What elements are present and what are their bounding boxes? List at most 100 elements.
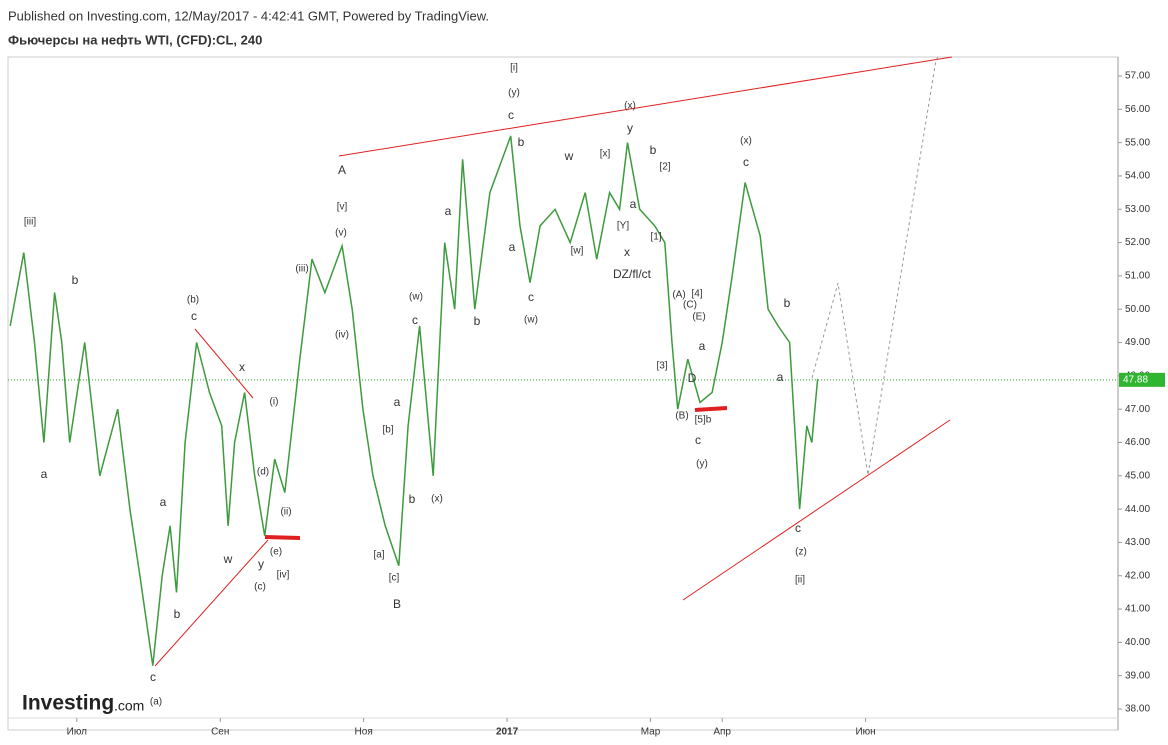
y-tick-label: 57.00 xyxy=(1125,71,1150,82)
wave-label: c xyxy=(508,108,514,122)
wave-label: DZ/fl/ct xyxy=(613,267,652,281)
wave-label: [ii] xyxy=(795,575,805,586)
wave-label: A xyxy=(338,163,346,177)
wave-label: b xyxy=(72,273,79,287)
level-mark xyxy=(694,406,728,412)
y-tick-label: 49.00 xyxy=(1125,337,1150,348)
wave-label: w xyxy=(564,149,574,163)
wave-label: b xyxy=(650,143,657,157)
wave-label: c xyxy=(695,433,701,447)
projection xyxy=(811,56,939,476)
wave-label: (z) xyxy=(795,547,807,558)
wave-label: [a] xyxy=(373,550,384,561)
wave-label: (iv) xyxy=(335,330,349,341)
y-tick-label: 54.00 xyxy=(1125,171,1150,182)
y-tick-label: 56.00 xyxy=(1125,104,1150,115)
trend-line xyxy=(194,328,254,399)
wave-label: (x) xyxy=(624,101,636,112)
wave-label: b xyxy=(518,135,525,149)
price-line xyxy=(9,135,819,666)
y-tick-label: 39.00 xyxy=(1125,670,1150,681)
wave-label: [3] xyxy=(656,361,667,372)
wave-label: B xyxy=(393,597,401,611)
wave-label: b xyxy=(174,607,181,621)
wave-label: a xyxy=(509,240,516,254)
y-tick-label: 51.00 xyxy=(1125,271,1150,282)
y-tick-label: 44.00 xyxy=(1125,504,1150,515)
wave-label: (iii) xyxy=(295,264,308,275)
last-price-box xyxy=(1119,372,1165,387)
y-tick-label: 38.00 xyxy=(1125,704,1150,715)
wave-label: c xyxy=(412,313,418,327)
wave-label: (x) xyxy=(431,494,443,505)
wave-label: [iv] xyxy=(277,570,290,581)
wave-label: (e) xyxy=(270,547,282,558)
x-tick-label: 2017 xyxy=(496,727,519,738)
y-tick-label: 42.00 xyxy=(1125,570,1150,581)
wave-label: [w] xyxy=(571,246,584,257)
trend-lines xyxy=(154,56,953,667)
wave-label: (d) xyxy=(257,467,269,478)
wave-label: a xyxy=(699,339,706,353)
y-tick-label: 47.00 xyxy=(1125,404,1150,415)
wave-label: c xyxy=(191,309,197,323)
y-tick-label: 40.00 xyxy=(1125,637,1150,648)
published: Published on Investing.com, 12/May/2017 … xyxy=(8,8,489,23)
wave-label: a xyxy=(445,204,452,218)
y-tick-label: 41.00 xyxy=(1125,604,1150,615)
wave-label: (a) xyxy=(150,697,162,708)
y-tick-label: 50.00 xyxy=(1125,304,1150,315)
y-tick-label: 46.00 xyxy=(1125,437,1150,448)
wave-label: [x] xyxy=(600,149,611,160)
y-tick-label: 52.00 xyxy=(1125,237,1150,248)
wave-label: (b) xyxy=(187,295,199,306)
brand-suffix: .com xyxy=(114,698,144,714)
wave-label: [v] xyxy=(337,202,348,213)
wave-label: [i] xyxy=(510,63,518,74)
wave-label: [5]b xyxy=(695,415,712,426)
wave-label: (A) xyxy=(672,290,685,301)
wave-label: [b] xyxy=(382,425,393,436)
wave-label: c xyxy=(795,521,801,535)
logo: Investing .com xyxy=(22,692,144,715)
wave-label: (B) xyxy=(675,411,688,422)
trend-line xyxy=(338,56,953,157)
x-tick-label: Июн xyxy=(855,727,875,738)
wave-label: b xyxy=(409,492,416,506)
wave-label: c xyxy=(743,155,749,169)
x-tick-label: Апр xyxy=(713,727,731,738)
wave-label: a xyxy=(630,197,637,211)
wave-label: (C) xyxy=(683,300,697,311)
wave-label: a xyxy=(41,467,48,481)
trend-line xyxy=(154,539,269,667)
wave-label: (y) xyxy=(508,88,520,99)
wave-label: x xyxy=(624,245,630,259)
chart-title: Фьючерсы на нефть WTI, (CFD):CL, 240 xyxy=(8,32,262,47)
y-tick-label: 43.00 xyxy=(1125,537,1150,548)
y-tick-label: 53.00 xyxy=(1125,204,1150,215)
wave-label: [c] xyxy=(389,573,400,584)
wave-label: [iii] xyxy=(24,217,36,228)
wave-label: (i) xyxy=(270,397,279,408)
wave-label: a xyxy=(777,370,784,384)
wave-label: (y) xyxy=(696,459,708,470)
wave-label: x xyxy=(239,360,245,374)
brand: Investing xyxy=(22,692,114,715)
wave-label: w xyxy=(223,552,233,566)
wave-label: b xyxy=(474,314,481,328)
y-tick-label: 55.00 xyxy=(1125,137,1150,148)
x-tick-label: Мар xyxy=(641,727,661,738)
wave-label: (v) xyxy=(335,228,347,239)
wave-label: y xyxy=(258,557,264,571)
level-mark xyxy=(264,535,301,540)
wave-label: [4] xyxy=(691,289,702,300)
wave-label: [1] xyxy=(650,232,661,243)
x-tick-label: Сен xyxy=(211,727,229,738)
x-tick-label: Ноя xyxy=(355,727,373,738)
wave-label: [Y] xyxy=(617,221,629,232)
wave-label: a xyxy=(394,395,401,409)
last-price-label: 47.88 xyxy=(1123,374,1148,385)
wave-label: D xyxy=(688,371,697,385)
wave-label: a xyxy=(160,495,167,509)
